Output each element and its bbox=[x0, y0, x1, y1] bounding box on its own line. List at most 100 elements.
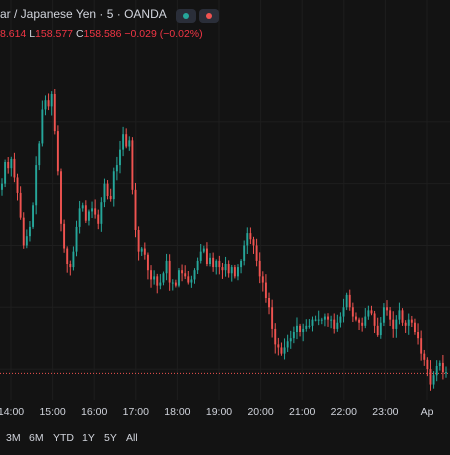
candle-up bbox=[230, 267, 233, 274]
candle-up bbox=[32, 205, 35, 227]
candle-down bbox=[47, 100, 50, 107]
symbol-title[interactable]: ar / Japanese Yen · 5 · OANDA bbox=[0, 7, 167, 21]
candle-up bbox=[196, 260, 199, 271]
candle-up bbox=[302, 328, 305, 332]
candle-down bbox=[417, 332, 420, 339]
candle-down bbox=[227, 264, 230, 274]
x-tick-label: 23:00 bbox=[372, 406, 398, 418]
x-tick-label: 20:00 bbox=[247, 406, 273, 418]
candle-down bbox=[22, 217, 25, 246]
candle-down bbox=[143, 248, 146, 255]
candle-down bbox=[429, 369, 432, 385]
candle-up bbox=[122, 134, 125, 150]
candle-down bbox=[299, 325, 302, 332]
candle-down bbox=[156, 276, 159, 286]
candle-up bbox=[193, 270, 196, 280]
candle-up bbox=[305, 325, 308, 329]
candle-down bbox=[205, 248, 208, 264]
candle-up bbox=[140, 248, 143, 252]
range-1y-button[interactable]: 1Y bbox=[82, 432, 95, 444]
candle-down bbox=[84, 205, 87, 221]
candle-down bbox=[19, 192, 22, 218]
candle-down bbox=[258, 260, 261, 277]
candle-up bbox=[199, 251, 202, 261]
range-6m-button[interactable]: 6M bbox=[29, 432, 44, 444]
candle-up bbox=[246, 233, 249, 246]
range-ytd-button[interactable]: YTD bbox=[53, 432, 74, 444]
range-5y-button[interactable]: 5Y bbox=[104, 432, 117, 444]
candle-down bbox=[233, 267, 236, 277]
candle-down bbox=[327, 316, 329, 320]
candle-up bbox=[81, 205, 84, 209]
close-label: C bbox=[75, 28, 84, 40]
x-tick-label: 15:00 bbox=[39, 406, 65, 418]
candle-up bbox=[103, 183, 106, 203]
candle-up bbox=[165, 260, 168, 274]
low-value: 158.577 bbox=[35, 28, 74, 40]
candle-down bbox=[404, 322, 407, 326]
candle-down bbox=[370, 310, 373, 314]
candle-down bbox=[184, 273, 187, 277]
candle-up bbox=[317, 319, 320, 321]
close-value: 158.586 bbox=[83, 28, 122, 40]
market-open-dot-icon bbox=[183, 13, 189, 19]
candle-down bbox=[389, 310, 392, 320]
candle-up bbox=[345, 294, 348, 308]
x-tick-label: Ap bbox=[421, 406, 434, 418]
candle-down bbox=[386, 307, 388, 311]
range-3m-button[interactable]: 3M bbox=[6, 432, 21, 444]
candle-down bbox=[348, 294, 351, 308]
candle-down bbox=[261, 276, 264, 283]
candle-up bbox=[100, 202, 103, 224]
candle-up bbox=[286, 341, 289, 348]
candle-up bbox=[159, 282, 162, 286]
candle-up bbox=[364, 316, 367, 326]
candle-up bbox=[28, 226, 31, 237]
candle-up bbox=[75, 226, 78, 252]
candle-up bbox=[171, 282, 174, 284]
candle-up bbox=[178, 270, 180, 286]
candle-up bbox=[438, 362, 441, 366]
candle-up bbox=[243, 245, 246, 261]
candle-down bbox=[187, 276, 190, 283]
candle-up bbox=[308, 325, 311, 327]
x-tick-label: 16:00 bbox=[81, 406, 107, 418]
candle-up bbox=[78, 208, 81, 227]
candle-up bbox=[190, 279, 193, 283]
candle-up bbox=[336, 322, 339, 329]
market-status-icon[interactable] bbox=[176, 9, 196, 23]
candle-up bbox=[339, 316, 342, 323]
candle-up bbox=[162, 273, 165, 283]
high-value: 8.614 bbox=[0, 28, 27, 40]
candle-down bbox=[150, 270, 152, 280]
candle-down bbox=[277, 344, 280, 348]
candle-down bbox=[426, 359, 429, 370]
low-label: L bbox=[29, 28, 36, 40]
range-all-button[interactable]: All bbox=[126, 432, 138, 444]
candle-up bbox=[292, 332, 295, 339]
alert-status-icon[interactable] bbox=[199, 9, 219, 23]
candle-up bbox=[395, 319, 398, 329]
candle-down bbox=[333, 319, 336, 329]
candle-down bbox=[137, 230, 140, 252]
candle-up bbox=[224, 264, 227, 271]
candle-up bbox=[342, 307, 345, 317]
candle-down bbox=[109, 196, 112, 200]
candle-up bbox=[215, 260, 218, 268]
candle-up bbox=[289, 338, 292, 342]
candle-down bbox=[218, 260, 221, 268]
candle-up bbox=[209, 257, 211, 264]
candle-up bbox=[35, 165, 38, 206]
candle-down bbox=[56, 131, 59, 172]
candle-down bbox=[358, 319, 361, 323]
candle-down bbox=[264, 282, 267, 298]
candle-up bbox=[330, 319, 333, 321]
candle-up bbox=[314, 319, 317, 321]
candle-down bbox=[106, 183, 109, 196]
candle-up bbox=[119, 149, 121, 166]
candle-down bbox=[413, 322, 416, 332]
candle-up bbox=[153, 276, 156, 280]
candle-down bbox=[174, 282, 177, 286]
